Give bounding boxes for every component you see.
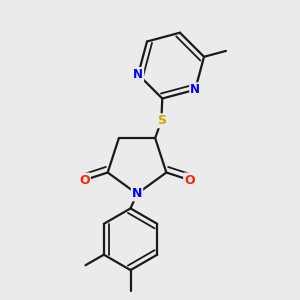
Text: O: O: [79, 173, 90, 187]
Text: N: N: [190, 83, 200, 96]
Text: N: N: [133, 68, 143, 81]
Text: O: O: [184, 173, 195, 187]
Text: S: S: [157, 114, 166, 127]
Text: N: N: [132, 187, 142, 200]
